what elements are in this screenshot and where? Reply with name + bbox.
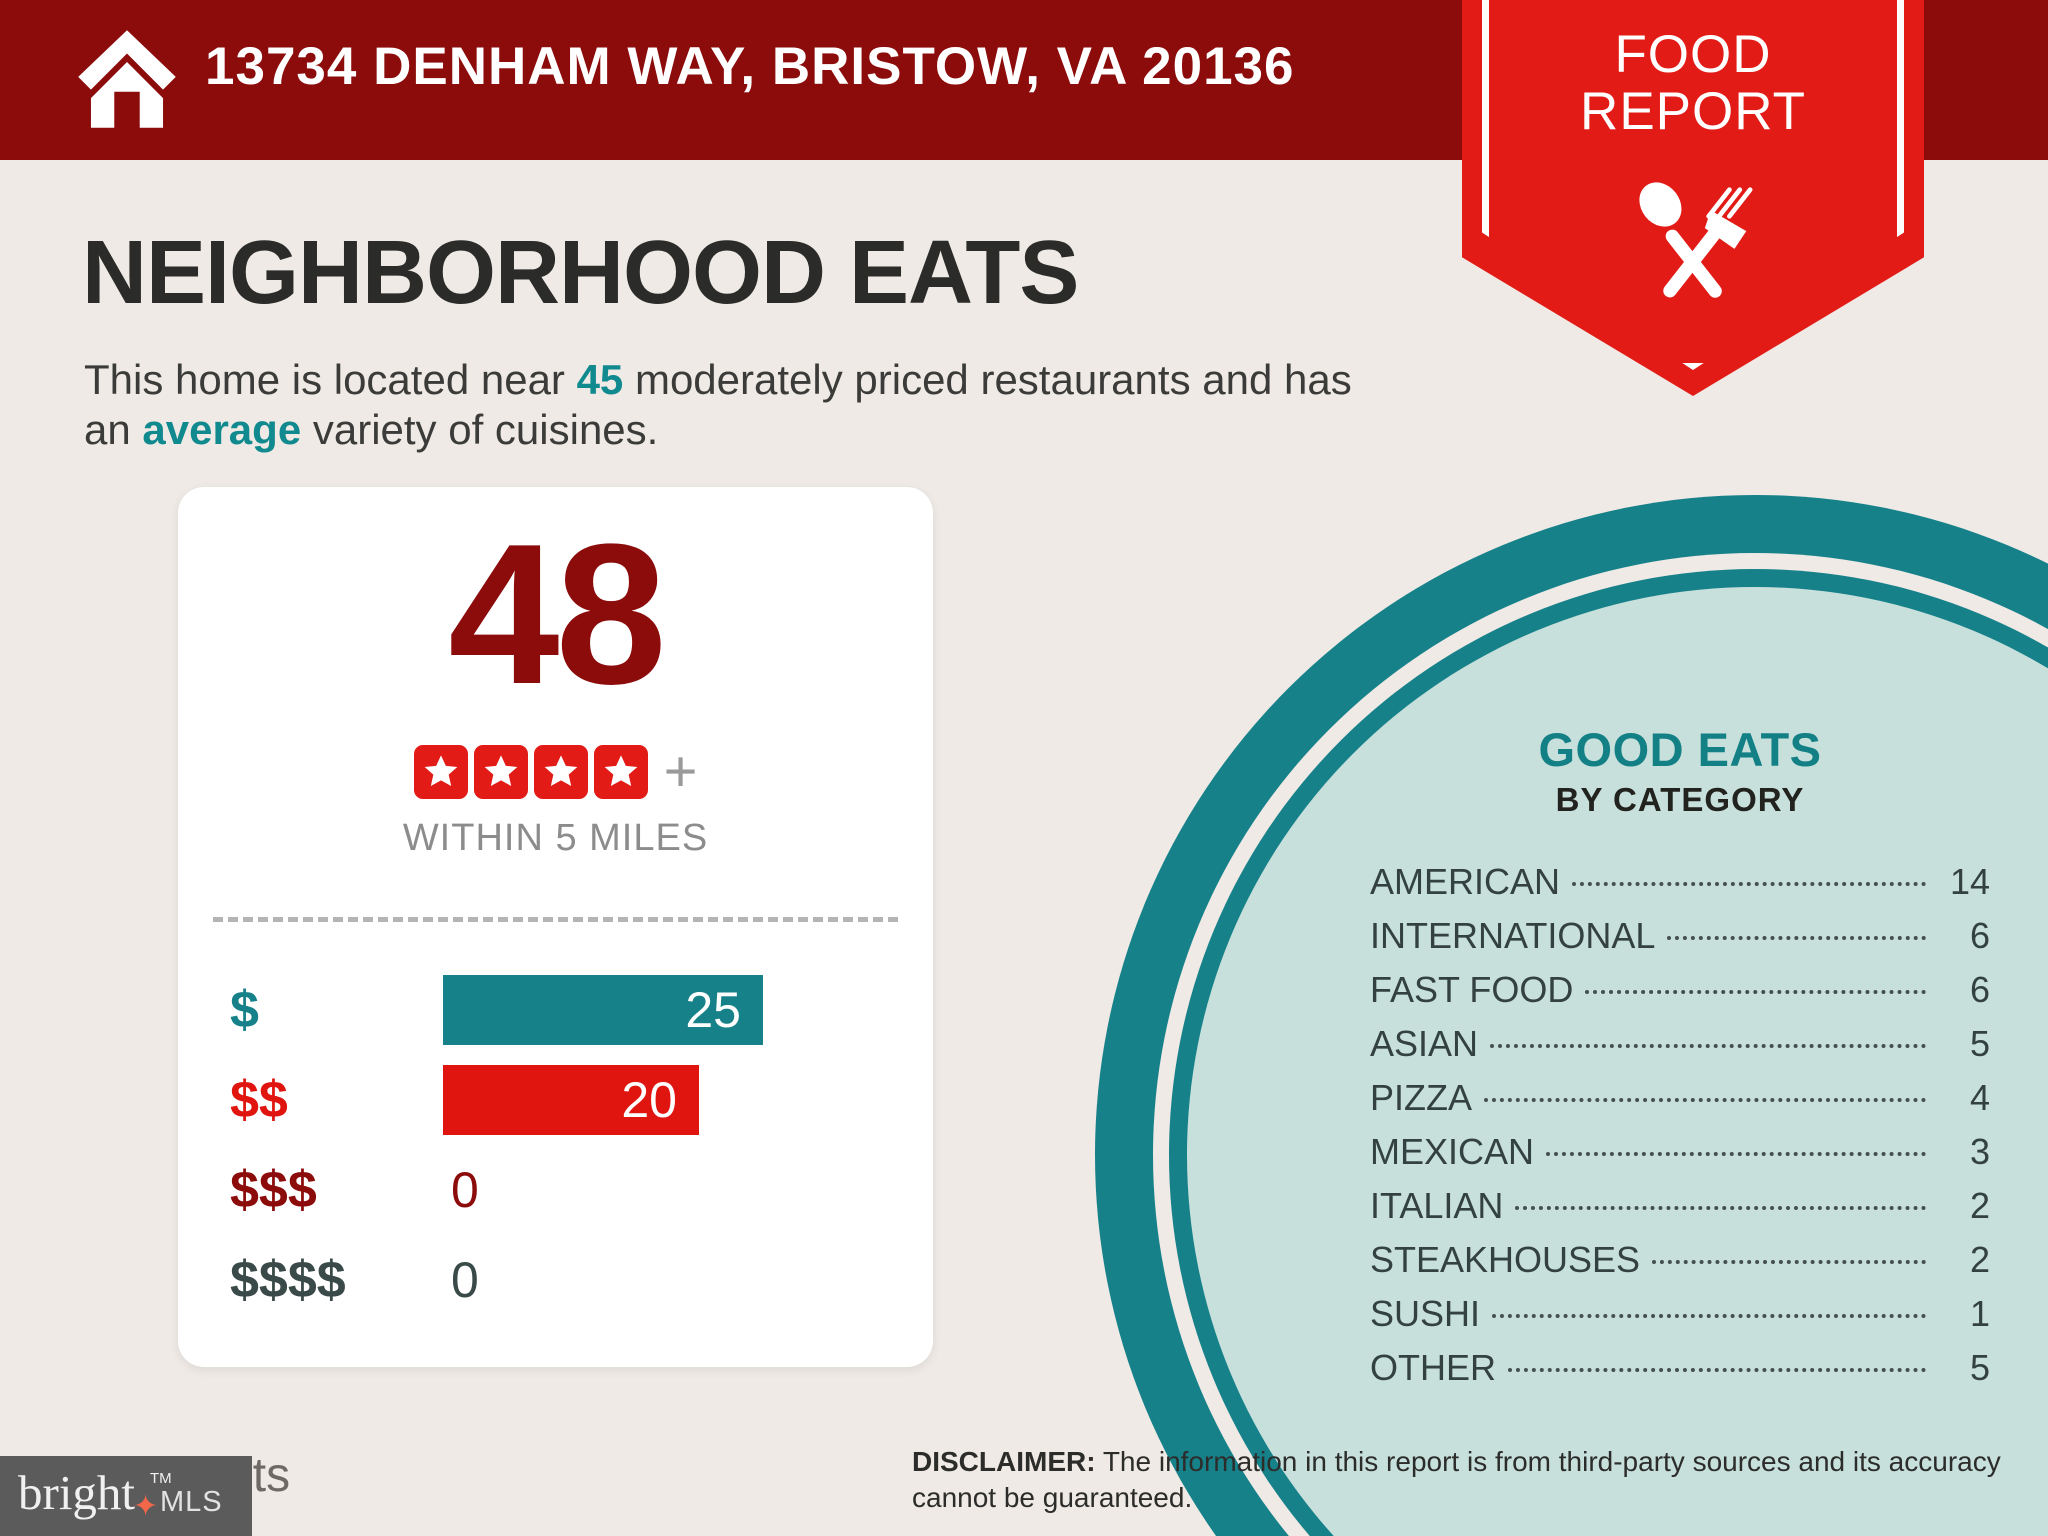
- category-count: 4: [1969, 1077, 1990, 1118]
- category-leader-dots: [1508, 1368, 1926, 1372]
- brightmls-logo[interactable]: bright ✦ TM MLS: [0, 1456, 252, 1536]
- category-leader-dots: [1572, 882, 1926, 886]
- category-row: AMERICAN 14: [1370, 861, 1990, 915]
- logo-bright-text: bright: [18, 1465, 136, 1520]
- subtitle-restaurant-count: 45: [576, 356, 624, 403]
- disclaimer-label: DISCLAIMER:: [912, 1446, 1096, 1477]
- price-bar-value: 0: [451, 1252, 479, 1308]
- price-tier-label: $: [230, 981, 259, 1039]
- category-name: INTERNATIONAL: [1370, 915, 1656, 956]
- category-name: MEXICAN: [1370, 1131, 1535, 1172]
- price-bar-value: 20: [621, 1072, 677, 1128]
- price-bar: 25: [443, 975, 763, 1045]
- good-eats-panel: GOOD EATS BY CATEGORY AMERICAN 14 INTERNAT…: [1370, 722, 1990, 1401]
- category-list: AMERICAN 14 INTERNATIONAL 6 FAST FOOD 6 ASIAN 5…: [1370, 861, 1990, 1401]
- price-tier-row: $ 25: [178, 965, 933, 1055]
- price-tier-label: $$$: [230, 1161, 317, 1219]
- food-report-badge: FOOD REPORT: [1462, 0, 1924, 396]
- restaurant-stat-card: 48 + WITHIN 5 MILES $ 25: [178, 487, 933, 1367]
- subtitle-variety-level: average: [142, 405, 302, 453]
- category-name: SUSHI: [1370, 1293, 1481, 1334]
- category-name: PIZZA: [1370, 1077, 1473, 1118]
- sparkle-icon: ✦: [133, 1490, 159, 1523]
- badge-title-line2: REPORT: [1580, 82, 1806, 142]
- category-count: 6: [1969, 915, 1990, 956]
- category-leader-dots: [1484, 1098, 1926, 1102]
- restaurant-count-big: 48: [448, 503, 666, 726]
- category-leader-dots: [1492, 1314, 1926, 1318]
- price-bar: 20: [443, 1065, 699, 1135]
- category-name: STEAKHOUSES: [1370, 1239, 1641, 1280]
- page-title: NEIGHBORHOOD EATS: [82, 223, 1079, 323]
- card-divider: [213, 917, 898, 922]
- category-row: ASIAN 5: [1370, 1023, 1990, 1077]
- category-name: AMERICAN: [1370, 861, 1561, 902]
- category-row: FAST FOOD 6: [1370, 969, 1990, 1023]
- price-tier-row: $$$ 0: [178, 1145, 933, 1235]
- property-address: 13734 DENHAM WAY, BRISTOW, VA 20136: [205, 37, 1295, 96]
- price-bar-area: 20: [443, 1055, 933, 1145]
- price-bar-area: 0: [443, 1145, 933, 1235]
- star-icon: [593, 745, 648, 799]
- price-bar-value: 25: [685, 982, 741, 1038]
- star-icon: [413, 745, 468, 799]
- category-row: MEXICAN 3: [1370, 1131, 1990, 1185]
- price-bar-value: 0: [451, 1162, 479, 1218]
- good-eats-subtitle: BY CATEGORY: [1555, 781, 1805, 818]
- logo-mls-text: MLS: [160, 1486, 223, 1518]
- star-rating-row: +: [178, 738, 933, 804]
- within-distance-label: WITHIN 5 MILES: [402, 817, 709, 859]
- subtitle-part2: moderately priced restaurants and has an: [84, 356, 1352, 453]
- category-row: OTHER 5: [1370, 1347, 1990, 1401]
- badge-inner-outline: [1482, 0, 1904, 370]
- category-row: SUSHI 1: [1370, 1293, 1990, 1347]
- star-icon: [473, 745, 528, 799]
- category-count: 6: [1969, 969, 1990, 1010]
- badge-title: FOOD REPORT: [1462, 25, 1924, 142]
- category-leader-dots: [1546, 1152, 1926, 1156]
- badge-title-line1: FOOD: [1614, 25, 1772, 84]
- price-tier-chart: $ 25 $$ 20 $$$ 0: [178, 965, 933, 1325]
- category-leader-dots: [1667, 936, 1926, 940]
- price-tier-row: $$ 20: [178, 1055, 933, 1145]
- category-name: ASIAN: [1370, 1023, 1479, 1064]
- spoon-fork-icon: [1639, 182, 1753, 298]
- subtitle-part3: variety of cuisines.: [301, 405, 659, 453]
- category-count: 5: [1969, 1023, 1990, 1064]
- disclaimer: DISCLAIMER: The information in this repo…: [912, 1444, 2002, 1517]
- page-subtitle: This home is located near 45 moderately …: [84, 355, 1404, 454]
- category-row: STEAKHOUSES 2: [1370, 1239, 1990, 1293]
- price-tier-label: $$: [230, 1071, 288, 1129]
- plus-icon: +: [663, 738, 698, 804]
- category-row: PIZZA 4: [1370, 1077, 1990, 1131]
- category-name: OTHER: [1370, 1347, 1496, 1388]
- logo-trademark: TM: [150, 1470, 172, 1487]
- category-name: FAST FOOD: [1370, 969, 1574, 1010]
- category-leader-dots: [1585, 990, 1926, 994]
- good-eats-title: GOOD EATS: [1538, 723, 1822, 776]
- category-count: 1: [1969, 1293, 1990, 1334]
- category-count: 2: [1969, 1185, 1990, 1226]
- price-bar-area: 0: [443, 1235, 933, 1325]
- category-count: 14: [1949, 861, 1990, 902]
- price-tier-label: $$$$: [230, 1251, 346, 1309]
- category-leader-dots: [1515, 1206, 1926, 1210]
- category-name: ITALIAN: [1370, 1185, 1504, 1226]
- disclaimer-text: The information in this report is from t…: [912, 1446, 2001, 1514]
- category-row: ITALIAN 2: [1370, 1185, 1990, 1239]
- subtitle-part1: This home is located near: [84, 356, 577, 403]
- category-row: INTERNATIONAL 6: [1370, 915, 1990, 969]
- category-leader-dots: [1652, 1260, 1926, 1264]
- star-icon: [533, 745, 588, 799]
- category-count: 3: [1969, 1131, 1990, 1172]
- price-bar-area: 25: [443, 965, 933, 1055]
- category-leader-dots: [1490, 1044, 1926, 1048]
- price-tier-row: $$$$ 0: [178, 1235, 933, 1325]
- category-count: 2: [1969, 1239, 1990, 1280]
- home-icon: [78, 30, 176, 128]
- category-count: 5: [1969, 1347, 1990, 1388]
